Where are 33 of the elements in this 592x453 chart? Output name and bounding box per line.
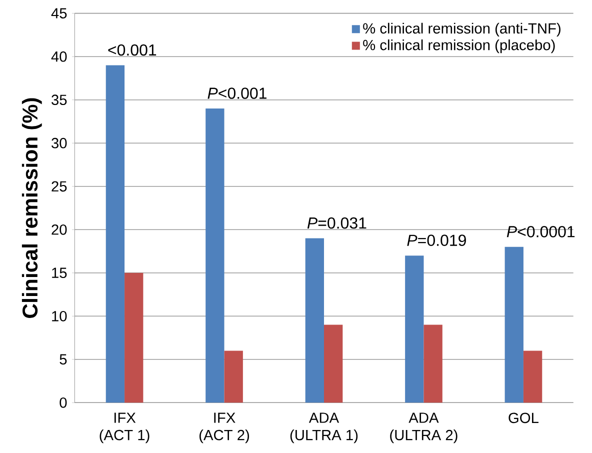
bar (405, 255, 424, 403)
annotation: P<0.0001 (506, 226, 575, 238)
x-tick-label: ADA (ULTRA 1) (290, 412, 358, 444)
legend-label: % clinical remission (anti-TNF) (363, 22, 560, 36)
x-tick-label: GOL (508, 412, 538, 423)
y-axis-title: Clinical remission (%) (22, 98, 42, 318)
annotation: P<0.001 (208, 87, 266, 99)
y-tick-label: 5 (60, 354, 67, 364)
y-tick-label: 15 (52, 268, 67, 278)
annotation: <0.001 (108, 44, 156, 56)
annotation: P=0.019 (407, 234, 466, 246)
y-tick-label: 20 (52, 224, 67, 235)
bar (224, 350, 243, 403)
bar (424, 324, 442, 403)
x-tick-label: IFX (ACT 1) (100, 412, 150, 444)
legend-label: % clinical remission (placebo) (363, 39, 555, 53)
bar (106, 65, 125, 403)
bar (206, 108, 224, 403)
y-tick-label: 35 (52, 94, 67, 105)
x-tick-label: ADA (ULTRA 2) (390, 412, 458, 444)
y-tick-label: 45 (51, 8, 67, 18)
x-tick-label: IFX (ACT 2) (200, 412, 250, 444)
y-tick-label: 30 (52, 138, 67, 148)
bar (124, 272, 144, 403)
bar (523, 350, 542, 403)
bar (504, 246, 524, 403)
bar (305, 238, 324, 403)
y-tick-label: 0 (60, 397, 67, 408)
y-tick-label: 10 (52, 310, 67, 322)
y-tick-label: 25 (52, 181, 67, 192)
y-tick-label: 40 (51, 51, 67, 62)
annotation: P=0.031 (307, 217, 366, 229)
bar (324, 324, 343, 403)
